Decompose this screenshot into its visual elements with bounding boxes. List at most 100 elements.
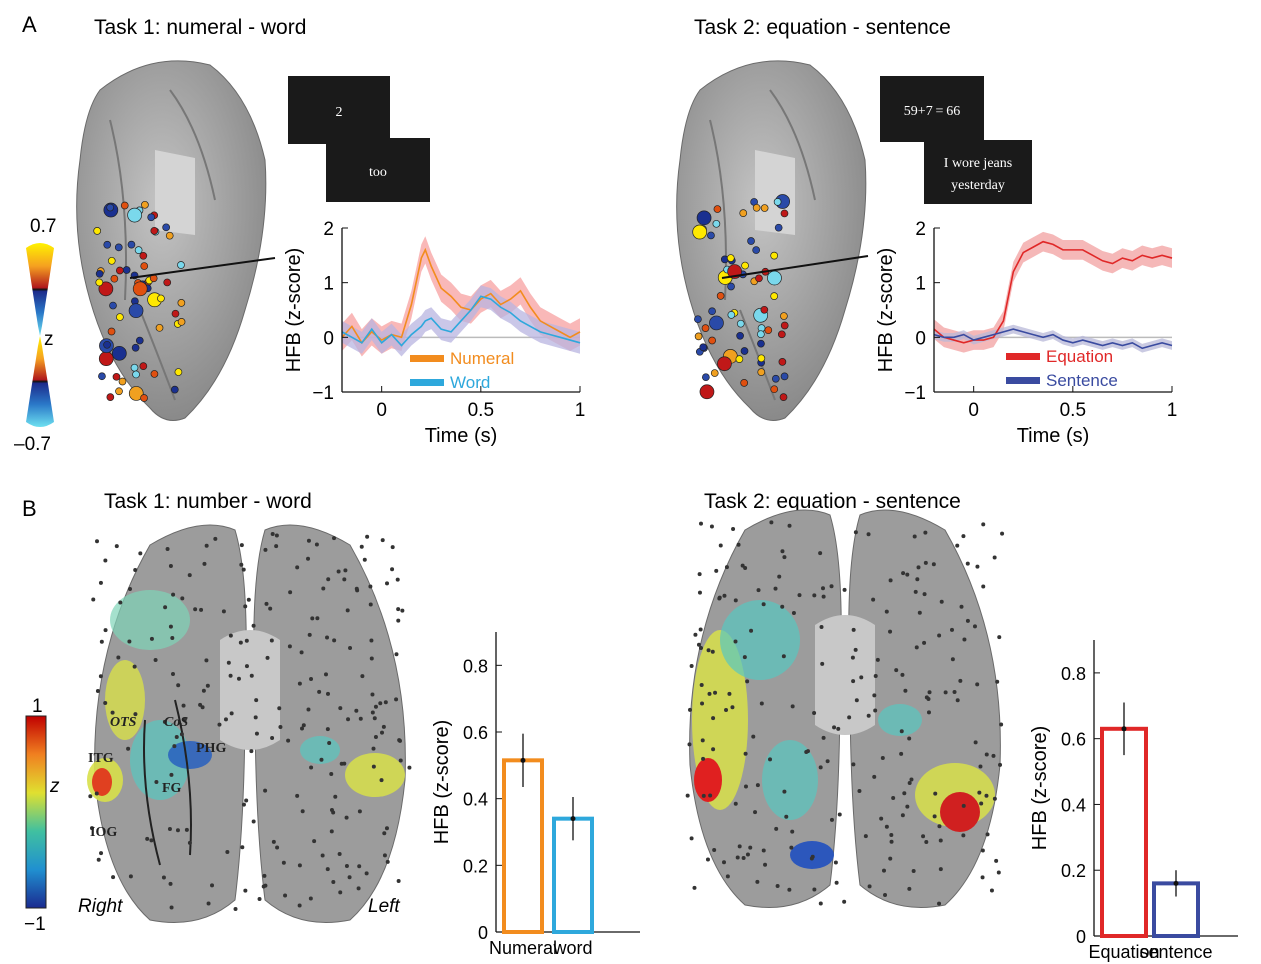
electrode-dot [915,577,920,582]
electrode-dot [177,317,186,326]
electrode-dot [275,845,280,850]
electrode-dot [713,205,722,213]
electrode-dot [380,730,385,735]
electrode-dot [789,845,794,850]
electrode-dot [354,586,359,591]
electrode-dot [701,793,706,798]
electrode-dot [205,683,210,688]
electrode-dot [759,701,764,706]
region-fg: FG [162,781,182,796]
region-itg: ITG [88,751,114,766]
electrode-dot [884,609,889,614]
electrode-dot [254,731,259,736]
electrode-dot [933,791,938,796]
electrode-dot [354,708,359,713]
electrode-dot [716,292,725,300]
electrode-dot [736,319,745,328]
electrode-dot [149,838,154,843]
electrode-dot [134,246,143,254]
legend-label-equation: Equation [1046,347,1113,366]
electrode-dot [309,677,314,682]
electrode-dot [859,675,864,680]
x-tick-label: 1 [575,400,586,421]
electrode-dot [710,369,719,377]
electrode-dot [872,693,877,698]
electrode-dot [888,629,893,634]
error-band-numeral [342,236,580,357]
electrode-dot [370,710,375,715]
x-axis-label: Time (s) [425,425,498,447]
electrode-dot [774,223,783,232]
y-tick-label: 0.4 [463,790,488,810]
electrode-dot [130,363,139,372]
electrode-dot [829,817,834,822]
electrode-dot [726,254,735,262]
electrode-dot [357,809,362,814]
x-tick-label: 0 [968,400,979,421]
electrode-dot [985,832,990,837]
error-band-sentence [934,324,1172,353]
electrode-dot [213,536,218,541]
series-line-sentence [933,328,1173,350]
electrode-dot [310,616,315,621]
hemisphere-left-label: Left [368,896,400,917]
electrode-dot [851,762,856,767]
y-tick-label: 0.8 [1061,664,1086,684]
electrode-dot [909,777,914,782]
electrode-dot [139,251,148,260]
electrode-dot [949,627,954,632]
electrode-dot [743,565,748,570]
electrode-dot [336,569,341,574]
x-axis-label: Time (s) [1017,425,1090,447]
electrode-dot [116,266,124,275]
electrode-dot [122,266,131,274]
electrode-dot [727,311,736,319]
electrode-dot [165,546,170,551]
x-tick-label: 0.5 [468,400,494,421]
electrode-dot [155,323,164,332]
electrode-dot [819,624,824,629]
electrode-dot [743,784,748,789]
electrode-dot [752,246,761,254]
electrode-dot [907,886,912,891]
electrode-dot [984,793,989,798]
electrode-dot [905,572,910,577]
electrode-dot [871,597,876,602]
electrode-dot [757,368,766,376]
electrode-dot [707,691,712,696]
electrode-dot [821,735,826,740]
electrode-dot [698,627,703,632]
electrode-dot [204,658,209,663]
electrode-dot [268,606,273,611]
electrode-dot [832,725,837,730]
electrode-dot [193,607,198,612]
electrode-dot [170,672,175,677]
electrode-dot [165,231,174,240]
electrode-dot [781,654,786,659]
electrode-dot [368,602,373,607]
electrode-dot [200,705,205,710]
electrode-dot [306,707,311,712]
electrode-dot [753,810,758,815]
electrode-dot [842,899,847,904]
electrode-dot [917,610,922,615]
electrode-dot [866,713,871,718]
electrode-dot [837,812,842,817]
electrode-dot [89,826,94,831]
electrode-dot [975,564,980,569]
electrode-dot [727,282,735,291]
electrode-dot [923,530,928,535]
electrode-dot [170,385,179,394]
electrode-dot [842,587,847,592]
electrode-dot [939,599,944,604]
electrode-dot [380,538,385,543]
electrode-dot [809,856,814,861]
electrode-dot [921,834,926,839]
electrode-dot [995,679,1000,684]
electrode-dot [755,274,763,283]
electrode-dot [770,251,779,260]
y-tick-label: 0 [323,328,334,349]
electrode-dot [346,717,351,722]
electrode-dot [757,330,765,339]
electrode-dot [836,726,841,731]
